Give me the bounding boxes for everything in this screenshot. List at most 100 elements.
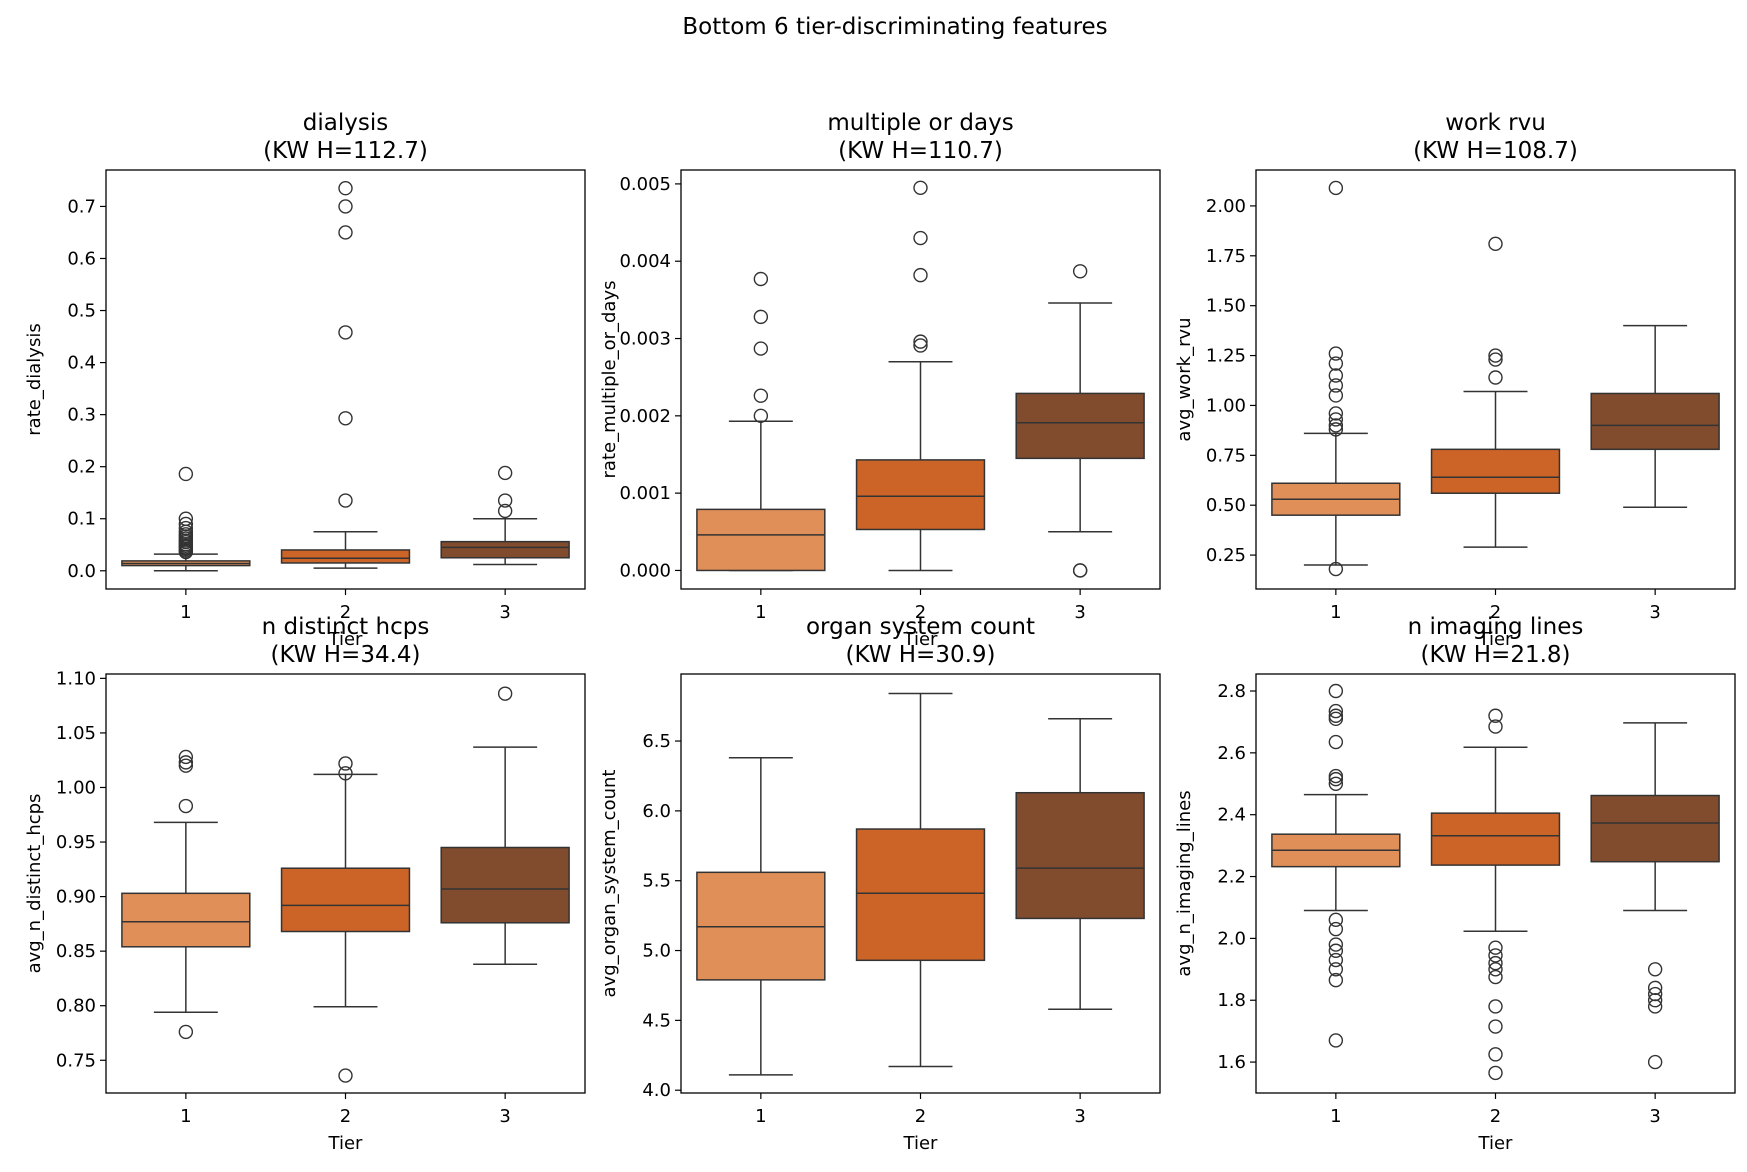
y-tick-label: 0.005: [619, 174, 671, 195]
box-iqr: [1590, 794, 1720, 863]
box-iqr: [1590, 392, 1720, 451]
box-tier-3: [1015, 717, 1145, 1010]
y-tick-label: 0.85: [56, 941, 96, 962]
y-tick-label: 0.95: [56, 832, 96, 853]
outlier-point: [1328, 962, 1344, 977]
outlier-point: [1647, 1054, 1663, 1070]
outlier-point: [1328, 776, 1344, 791]
box-tier-2: [855, 692, 986, 1068]
subplot-title: n distinct hcps: [262, 614, 430, 640]
outlier-point: [1488, 1047, 1503, 1062]
outlier-point: [497, 503, 513, 519]
outlier-point: [338, 411, 353, 426]
outlier-point: [1488, 940, 1503, 955]
subplot-5: 4.0 4.5 5.0 5.5 6.0 6.5 1 2 3 Tier avg_organ_syste…: [599, 614, 1161, 1154]
outlier-point: [178, 520, 194, 536]
outlier-point: [1328, 972, 1344, 988]
box-tier-1: [1271, 683, 1401, 1048]
outlier-point: [178, 466, 194, 482]
outlier-point: [338, 225, 353, 240]
box-iqr: [440, 846, 570, 924]
box-tier-1: [121, 466, 251, 572]
outlier-point: [1488, 236, 1503, 252]
y-axis-label: avg_organ_system_count: [599, 770, 620, 998]
y-tick-label: 0.7: [67, 196, 96, 217]
x-tick-label: 3: [1649, 602, 1660, 623]
subplot-subtitle: (KW H=108.7): [1413, 138, 1578, 164]
x-tick-label: 1: [180, 1106, 191, 1127]
outlier-point: [338, 756, 353, 771]
y-tick-label: 0.80: [56, 996, 96, 1017]
subplot-1: 0.0 0.1 0.2 0.3 0.4 0.5 0.6 0.7 1 2 3 Tier rate_dial…: [24, 110, 586, 650]
y-tick-label: 1.8: [1217, 990, 1246, 1011]
x-tick-label: 3: [499, 602, 510, 623]
x-tick-label: 3: [1074, 1106, 1085, 1127]
y-tick-label: 0.90: [56, 887, 96, 908]
box-iqr: [696, 508, 826, 572]
y-tick-label: 1.00: [56, 777, 96, 798]
subplot-title: multiple or days: [827, 110, 1013, 136]
y-tick-label: 0.6: [67, 248, 96, 269]
box-tier-3: [440, 465, 570, 566]
box-iqr: [280, 867, 411, 933]
y-tick-label: 0.002: [619, 406, 671, 427]
outlier-point: [913, 338, 928, 353]
box-iqr: [855, 459, 986, 531]
y-tick-label: 2.00: [1206, 196, 1246, 217]
box-tier-1: [121, 749, 251, 1040]
y-tick-label: 1.25: [1206, 346, 1246, 367]
outlier-point: [913, 230, 928, 246]
outlier-point: [753, 271, 769, 287]
outlier-point: [1328, 378, 1344, 393]
outlier-point: [1647, 986, 1663, 1002]
subplot-4: 0.75 0.80 0.85 0.90 0.95 1.00 1.05 1.10 1 2 3 Tier a…: [24, 614, 586, 1154]
y-tick-label: 1.05: [56, 723, 96, 744]
subplot-subtitle: (KW H=112.7): [263, 138, 428, 164]
outlier-point: [913, 267, 928, 283]
box-tier-2: [280, 756, 411, 1083]
outlier-point: [913, 180, 928, 195]
y-tick-label: 0.001: [619, 483, 671, 504]
y-tick-label: 2.2: [1217, 867, 1246, 888]
outlier-point: [338, 1068, 353, 1083]
outlier-point: [178, 749, 194, 765]
outlier-point: [497, 493, 513, 508]
outlier-point: [1488, 955, 1503, 971]
box-tier-2: [280, 181, 411, 569]
y-tick-label: 4.5: [642, 1010, 671, 1031]
outlier-point: [1328, 768, 1344, 784]
x-axis-label: Tier: [903, 1133, 939, 1154]
subplot-title: n imaging lines: [1408, 614, 1584, 640]
outlier-point: [1328, 418, 1344, 433]
outlier-point: [753, 408, 769, 424]
outlier-point: [338, 766, 353, 781]
x-tick-label: 3: [1649, 1106, 1660, 1127]
outlier-point: [1328, 708, 1344, 723]
box-tier-3: [1590, 324, 1720, 508]
outlier-point: [178, 1024, 194, 1040]
outlier-point: [338, 325, 353, 340]
y-tick-label: 0.75: [1206, 445, 1246, 466]
box-tier-1: [696, 271, 826, 572]
outlier-point: [338, 199, 353, 214]
y-tick-label: 1.00: [1206, 395, 1246, 416]
subplot-subtitle: (KW H=30.9): [845, 642, 995, 668]
box-tier-3: [440, 686, 570, 965]
box-tier-2: [1430, 708, 1561, 1081]
box-iqr: [440, 540, 570, 559]
outlier-point: [1488, 370, 1503, 385]
outlier-point: [753, 309, 769, 325]
outlier-point: [1328, 180, 1344, 196]
y-tick-label: 0.4: [67, 353, 96, 374]
outlier-point: [1328, 561, 1344, 577]
outlier-point: [1328, 422, 1344, 437]
x-tick-label: 1: [180, 602, 191, 623]
outlier-point: [497, 465, 513, 481]
outlier-point: [1072, 264, 1088, 279]
y-tick-label: 6.5: [642, 731, 671, 752]
y-tick-label: 1.10: [56, 668, 96, 689]
x-axis-label: Tier: [1478, 629, 1514, 650]
outlier-point: [1488, 708, 1503, 723]
